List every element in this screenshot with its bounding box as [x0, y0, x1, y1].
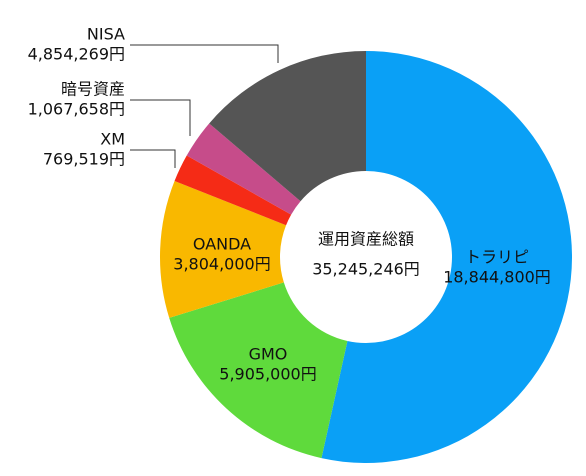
category-label: NISA	[87, 25, 125, 44]
category-label: GMO	[249, 345, 288, 364]
value-label: 4,854,269円	[28, 45, 125, 64]
wedge	[186, 123, 301, 215]
leader-line	[130, 149, 176, 168]
wedge	[169, 282, 348, 459]
value-label: 18,844,800円	[443, 268, 551, 287]
category-label: トラリピ	[465, 248, 529, 267]
leader-line	[130, 99, 191, 136]
value-label: 769,519円	[43, 150, 125, 169]
value-label: 5,905,000円	[219, 365, 316, 384]
category-label: OANDA	[193, 235, 251, 254]
center-value: 35,245,246円	[312, 260, 420, 279]
leader-line	[130, 44, 279, 63]
wedge	[209, 51, 366, 202]
wedge	[321, 51, 572, 463]
wedge	[174, 155, 292, 226]
center-title: 運用資産総額	[318, 230, 414, 249]
wedge	[160, 180, 287, 318]
value-label: 1,067,658円	[28, 100, 125, 119]
value-label: 3,804,000円	[173, 255, 270, 274]
category-label: 暗号資産	[61, 80, 125, 99]
category-label: XM	[100, 130, 125, 149]
